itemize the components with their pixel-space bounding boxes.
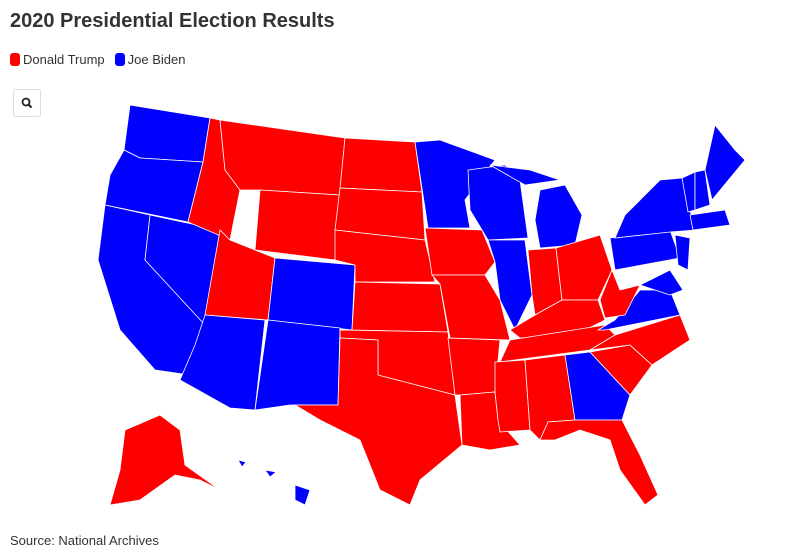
state[interactable] [674,234,691,271]
legend-item[interactable]: Donald Trump [10,52,105,67]
state[interactable] [254,189,341,261]
state[interactable] [339,137,423,193]
legend: Donald Trump Joe Biden [10,52,185,67]
state[interactable] [564,351,631,421]
legend-swatch [114,53,125,66]
state[interactable] [555,234,613,301]
state[interactable] [689,209,731,231]
state[interactable] [267,257,356,331]
state[interactable] [589,314,691,366]
source: Source: National Archives [10,533,159,548]
state[interactable] [424,227,496,276]
legend-swatch [10,53,20,66]
state[interactable] [254,319,341,411]
legend-label: Donald Trump [23,52,105,67]
state[interactable] [489,164,561,186]
state[interactable] [534,184,583,249]
state[interactable] [293,337,463,506]
title: 2020 Presidential Election Results [10,10,335,32]
search-button[interactable] [13,89,41,117]
state[interactable] [123,104,211,163]
state[interactable] [447,337,501,396]
state[interactable] [179,314,266,411]
state[interactable] [638,269,684,296]
state[interactable] [109,414,221,506]
state[interactable] [294,484,311,506]
state[interactable] [614,177,696,239]
state[interactable] [494,359,531,433]
state[interactable] [704,124,746,201]
state[interactable] [264,469,277,478]
state[interactable] [539,419,659,506]
state[interactable] [219,119,346,196]
legend-label: Joe Biden [127,52,186,67]
state[interactable] [694,169,711,211]
search-icon [21,97,33,109]
state[interactable] [237,459,247,468]
legend-item[interactable]: Joe Biden [114,52,186,67]
state[interactable] [467,164,529,241]
state[interactable] [351,281,449,333]
